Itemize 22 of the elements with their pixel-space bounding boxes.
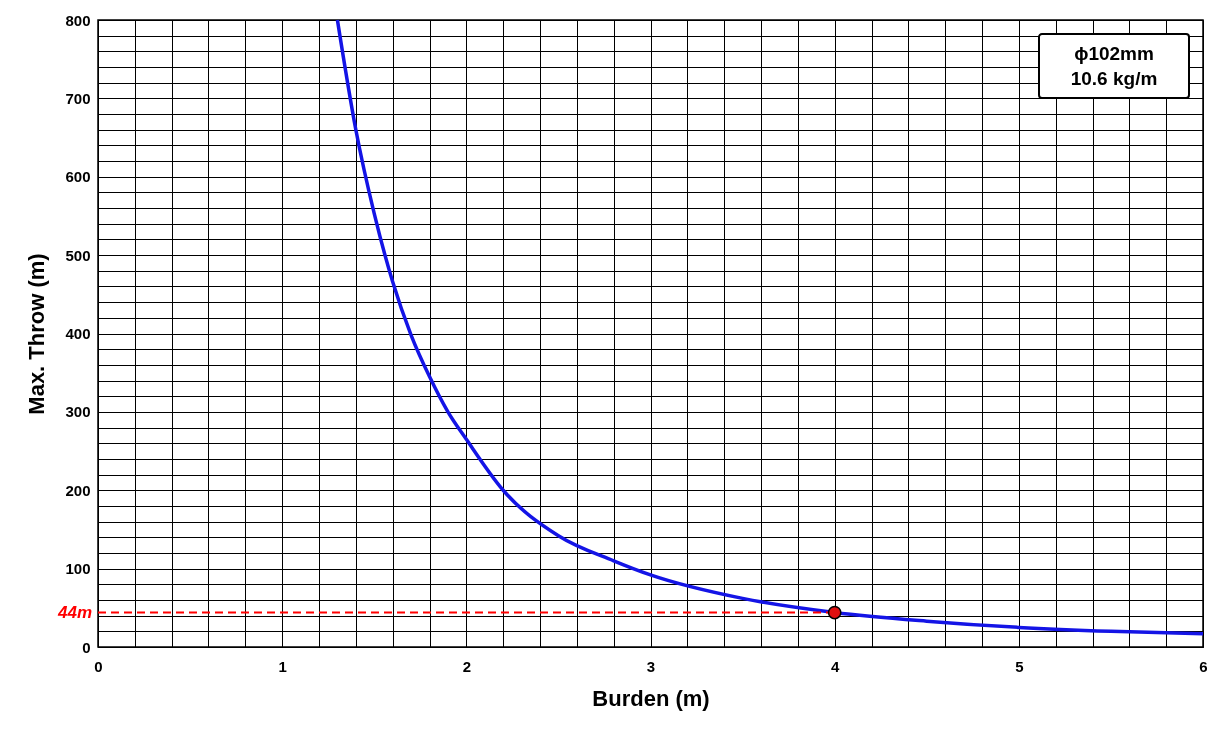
- x-axis-title: Burden (m): [592, 685, 710, 711]
- y-tick-label: 500: [65, 246, 91, 264]
- x-tick-label: 5: [1015, 657, 1024, 675]
- y-tick-label: 300: [65, 403, 91, 421]
- y-tick-label: 200: [65, 481, 91, 499]
- y-tick-label: 0: [82, 638, 91, 656]
- x-tick-label: 2: [462, 657, 472, 675]
- x-tick-label: 0: [94, 657, 103, 675]
- y-tick-label: 800: [65, 11, 91, 29]
- annotation: 10.6 kg/m: [1070, 67, 1158, 89]
- x-tick-label: 1: [278, 657, 287, 675]
- x-tick-label: 6: [1199, 657, 1208, 675]
- ref-line-label: 44m: [56, 602, 92, 622]
- y-tick-label: 600: [65, 168, 91, 186]
- x-tick-label: 4: [830, 657, 840, 675]
- x-tick-label: 3: [646, 657, 656, 675]
- y-tick-label: 100: [65, 560, 91, 578]
- y-tick-label: 400: [65, 325, 91, 342]
- y-tick-label: 700: [65, 89, 91, 107]
- line-series: [335, 18, 1205, 636]
- y-axis-title: Max. Throw (m): [24, 253, 50, 415]
- annotation: ϕ102mm: [1074, 42, 1154, 64]
